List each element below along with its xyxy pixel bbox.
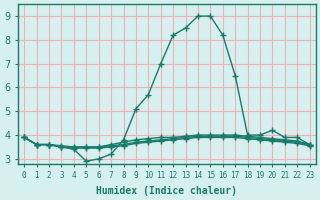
X-axis label: Humidex (Indice chaleur): Humidex (Indice chaleur) — [96, 186, 237, 196]
